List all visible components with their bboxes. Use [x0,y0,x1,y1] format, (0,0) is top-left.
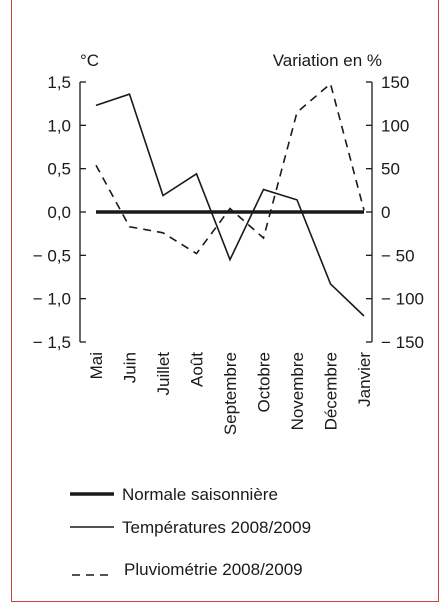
left-tick-label: − 1,0 [33,290,71,309]
legend-label: Températures 2008/2009 [122,518,311,537]
legend: Normale saisonnière Températures 2008/200… [70,485,311,579]
left-tick-label: 1,5 [47,73,71,92]
right-tick-label: 150 [381,73,409,92]
legend-label: Normale saisonnière [122,485,278,504]
right-tick-label: 0 [381,203,390,222]
x-tick-label: Septembre [221,352,240,435]
right-tick-label: − 100 [381,290,424,309]
x-tick-label: Octobre [255,352,274,412]
left-tick-label: − 0,5 [33,246,71,265]
left-tick-label: − 1,5 [33,333,71,352]
x-tick-label: Mai [87,352,106,379]
x-axis: Mai Juin Juillet Août Septembre Octobre Novemb… [87,352,374,436]
legend-label: Pluviométrie 2008/2009 [124,560,303,579]
x-tick-label: Juin [121,352,140,383]
right-tick-label: 100 [381,116,409,135]
right-tick-label: 50 [381,160,400,179]
left-tick-label: 1,0 [47,116,71,135]
right-tick-label: − 150 [381,333,424,352]
series-line-pluviometrie-2008-2009 [95,82,365,255]
left-axis: 1,5 1,0 0,5 0,0 − 0,5 − 1,0 − 1,5 [33,73,86,352]
series-group [95,82,365,317]
x-tick-label: Novembre [288,352,307,430]
x-tick-label: Janvier [355,352,374,407]
left-axis-unit: °C [80,51,99,70]
series-line-temperatures-2008-2009 [95,93,365,317]
figure-frame [11,0,439,602]
right-tick-label: − 50 [381,246,415,265]
right-axis-unit: Variation en % [273,51,382,70]
right-axis: 150 100 50 0 − 50 − 100 − 150 [366,73,424,352]
x-tick-label: Juillet [154,352,173,396]
x-tick-label: Décembre [322,352,341,430]
left-tick-label: 0,0 [47,203,71,222]
x-tick-label: Août [188,352,207,387]
left-tick-label: 0,5 [47,160,71,179]
